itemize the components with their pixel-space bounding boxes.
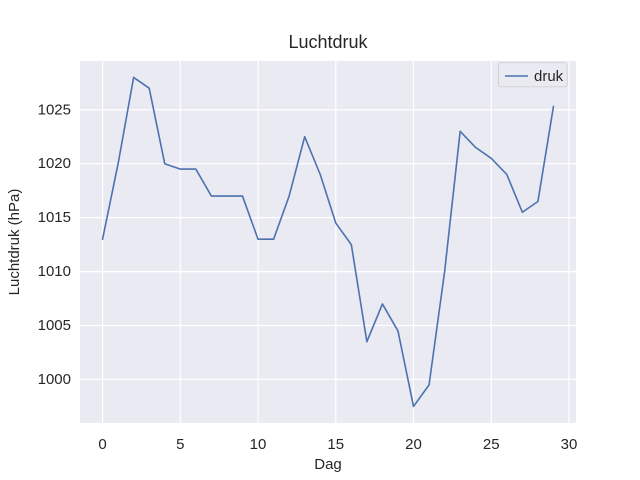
svg-text:druk: druk <box>534 68 564 85</box>
svg-text:5: 5 <box>176 436 184 453</box>
svg-text:25: 25 <box>483 436 500 453</box>
svg-text:0: 0 <box>98 436 106 453</box>
svg-text:1025: 1025 <box>38 101 71 118</box>
svg-text:30: 30 <box>561 436 578 453</box>
svg-text:1015: 1015 <box>38 209 71 226</box>
svg-text:10: 10 <box>250 436 267 453</box>
svg-text:1020: 1020 <box>38 155 71 172</box>
svg-text:1010: 1010 <box>38 263 71 280</box>
svg-text:20: 20 <box>405 436 422 453</box>
svg-text:Dag: Dag <box>314 456 342 473</box>
svg-text:Luchtdruk (hPa): Luchtdruk (hPa) <box>6 189 23 296</box>
svg-text:Luchtdruk: Luchtdruk <box>288 32 368 52</box>
svg-text:1005: 1005 <box>38 317 71 334</box>
svg-text:15: 15 <box>327 436 344 453</box>
svg-text:1000: 1000 <box>38 371 71 388</box>
